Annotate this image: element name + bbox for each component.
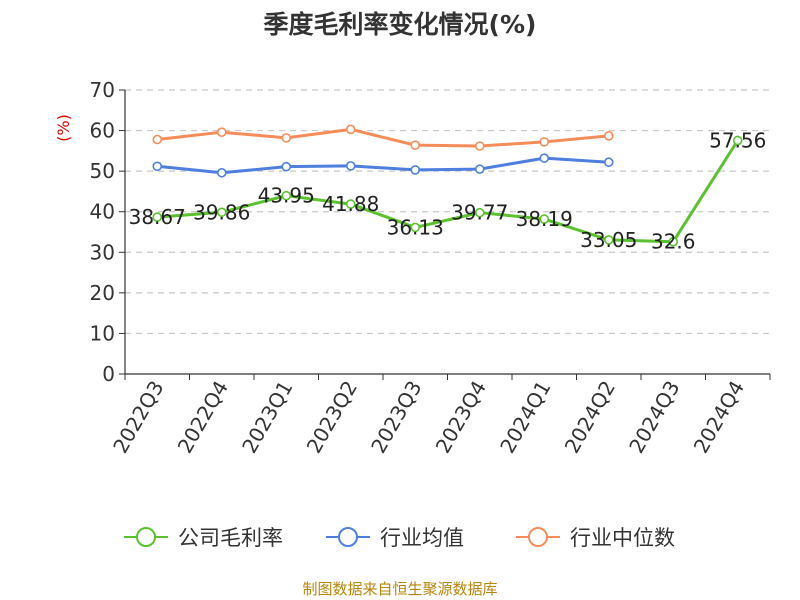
data-point-industry-median[interactable] bbox=[603, 131, 614, 141]
legend[interactable]: 公司毛利率 行业均值 行业中位数 bbox=[124, 526, 675, 550]
data-point-company-gross-margin[interactable] bbox=[603, 235, 614, 245]
legend-marker-swatch bbox=[338, 527, 358, 547]
y-tick-label: 30 bbox=[90, 240, 115, 264]
legend-item-company-gross-margin[interactable]: 公司毛利率 bbox=[124, 526, 283, 550]
x-tick-label: 2023Q4 bbox=[431, 377, 491, 458]
legend-item-industry-median[interactable]: 行业中位数 bbox=[516, 526, 675, 550]
x-tick-label: 2024Q4 bbox=[689, 377, 749, 458]
data-point-company-gross-margin[interactable] bbox=[539, 214, 550, 224]
x-tick-label: 2023Q3 bbox=[366, 377, 426, 458]
data-point-industry-mean[interactable] bbox=[345, 161, 356, 171]
data-label: 32.6 bbox=[651, 230, 696, 254]
data-label: 36.13 bbox=[387, 215, 444, 239]
x-tick-label: 2023Q2 bbox=[302, 377, 362, 458]
series-lines bbox=[152, 124, 743, 247]
data-label: 33.05 bbox=[580, 228, 637, 252]
series-industry-median bbox=[152, 124, 614, 151]
legend-label: 行业均值 bbox=[380, 526, 464, 550]
data-point-industry-median[interactable] bbox=[539, 137, 550, 147]
y-tick-label: 10 bbox=[90, 321, 115, 345]
data-point-company-gross-margin[interactable] bbox=[732, 135, 743, 146]
chart-title: 季度毛利率变化情况(%) bbox=[264, 10, 537, 39]
x-tick-label: 2024Q2 bbox=[560, 377, 620, 458]
series-company-gross-margin bbox=[152, 135, 743, 247]
legend-item-industry-mean[interactable]: 行业均值 bbox=[326, 526, 464, 550]
x-tick-label: 2024Q1 bbox=[495, 377, 555, 458]
legend-marker-swatch bbox=[136, 527, 156, 547]
data-label: 39.77 bbox=[451, 201, 508, 225]
data-point-company-gross-margin[interactable] bbox=[668, 236, 679, 247]
y-tick-label: 20 bbox=[90, 281, 115, 305]
data-point-industry-median[interactable] bbox=[281, 133, 292, 143]
data-point-industry-mean[interactable] bbox=[474, 164, 485, 174]
data-point-industry-mean[interactable] bbox=[281, 161, 292, 172]
y-tick-label: 60 bbox=[90, 119, 115, 143]
data-point-company-gross-margin[interactable] bbox=[281, 190, 292, 201]
grid-lines bbox=[125, 89, 770, 335]
data-point-industry-mean[interactable] bbox=[152, 161, 163, 172]
series-line-industry-median bbox=[157, 127, 609, 148]
legend-marker-swatch bbox=[528, 527, 548, 547]
x-tick-label: 2024Q3 bbox=[624, 377, 684, 458]
y-tick-label: 40 bbox=[90, 200, 115, 224]
data-point-industry-mean[interactable] bbox=[603, 157, 614, 168]
series-industry-mean bbox=[152, 153, 614, 178]
data-label: 38.67 bbox=[129, 205, 186, 229]
data-point-industry-mean[interactable] bbox=[410, 165, 421, 175]
x-tick-label: 2022Q4 bbox=[173, 377, 233, 458]
data-point-industry-median[interactable] bbox=[216, 127, 227, 137]
series-line-industry-mean bbox=[157, 156, 609, 175]
data-point-industry-mean[interactable] bbox=[539, 153, 550, 163]
y-tick-label: 70 bbox=[90, 78, 115, 102]
data-source-note: 制图数据来自恒生聚源数据库 bbox=[302, 580, 497, 598]
x-tick-label: 2023Q1 bbox=[237, 377, 297, 458]
data-label: 41.88 bbox=[322, 192, 379, 216]
data-point-company-gross-margin[interactable] bbox=[474, 207, 485, 218]
x-tick-label: 2022Q3 bbox=[108, 377, 168, 458]
data-point-company-gross-margin[interactable] bbox=[410, 222, 421, 233]
data-label: 57.56 bbox=[709, 128, 766, 152]
data-point-industry-median[interactable] bbox=[410, 140, 421, 150]
data-point-industry-median[interactable] bbox=[474, 141, 485, 151]
data-point-company-gross-margin[interactable] bbox=[216, 207, 227, 218]
legend-label: 行业中位数 bbox=[570, 526, 675, 550]
y-axis-unit-label: (%) bbox=[54, 114, 73, 142]
data-point-company-gross-margin[interactable] bbox=[345, 199, 356, 209]
series-line-company-gross-margin bbox=[157, 139, 740, 244]
data-labels: 38.67 39.86 43.95 41.88 36.13 39.77 38.19 33.05… bbox=[129, 128, 767, 253]
y-tick-label: 0 bbox=[102, 362, 115, 386]
data-point-company-gross-margin[interactable] bbox=[152, 212, 163, 222]
y-tick-label: 50 bbox=[90, 159, 115, 183]
data-label: 38.19 bbox=[516, 207, 573, 231]
data-label: 39.86 bbox=[193, 200, 250, 224]
data-point-industry-median[interactable] bbox=[152, 134, 163, 145]
data-point-industry-mean[interactable] bbox=[216, 167, 227, 178]
legend-label: 公司毛利率 bbox=[178, 526, 283, 550]
data-label: 43.95 bbox=[258, 184, 315, 208]
data-point-industry-median[interactable] bbox=[345, 124, 356, 135]
